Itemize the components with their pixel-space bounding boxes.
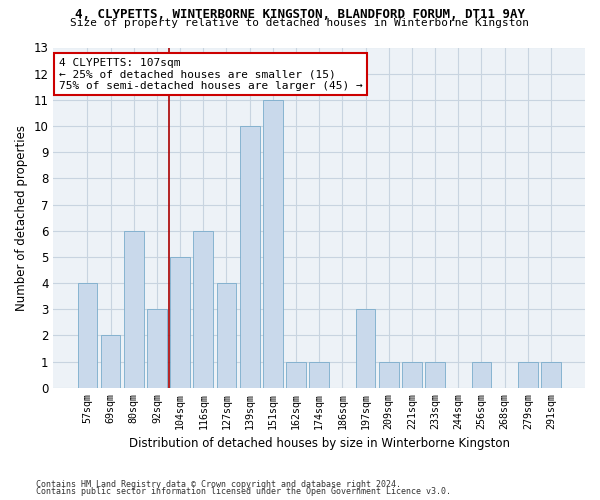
Bar	[147, 310, 167, 388]
Bar	[286, 362, 306, 388]
Bar	[240, 126, 260, 388]
Text: 4, CLYPETTS, WINTERBORNE KINGSTON, BLANDFORD FORUM, DT11 9AY: 4, CLYPETTS, WINTERBORNE KINGSTON, BLAND…	[75, 8, 525, 20]
Bar	[425, 362, 445, 388]
Bar	[518, 362, 538, 388]
Y-axis label: Number of detached properties: Number of detached properties	[15, 124, 28, 310]
Bar	[77, 283, 97, 388]
Bar	[124, 230, 143, 388]
Bar	[356, 310, 376, 388]
Bar	[472, 362, 491, 388]
Text: Size of property relative to detached houses in Winterborne Kingston: Size of property relative to detached ho…	[71, 18, 530, 28]
Bar	[310, 362, 329, 388]
Bar	[263, 100, 283, 388]
Bar	[402, 362, 422, 388]
Bar	[379, 362, 398, 388]
Text: Contains public sector information licensed under the Open Government Licence v3: Contains public sector information licen…	[36, 487, 451, 496]
Bar	[170, 257, 190, 388]
Bar	[217, 283, 236, 388]
Bar	[541, 362, 561, 388]
Bar	[101, 336, 121, 388]
Text: Contains HM Land Registry data © Crown copyright and database right 2024.: Contains HM Land Registry data © Crown c…	[36, 480, 401, 489]
Text: 4 CLYPETTS: 107sqm
← 25% of detached houses are smaller (15)
75% of semi-detache: 4 CLYPETTS: 107sqm ← 25% of detached hou…	[59, 58, 362, 91]
X-axis label: Distribution of detached houses by size in Winterborne Kingston: Distribution of detached houses by size …	[129, 437, 510, 450]
Bar	[193, 230, 213, 388]
